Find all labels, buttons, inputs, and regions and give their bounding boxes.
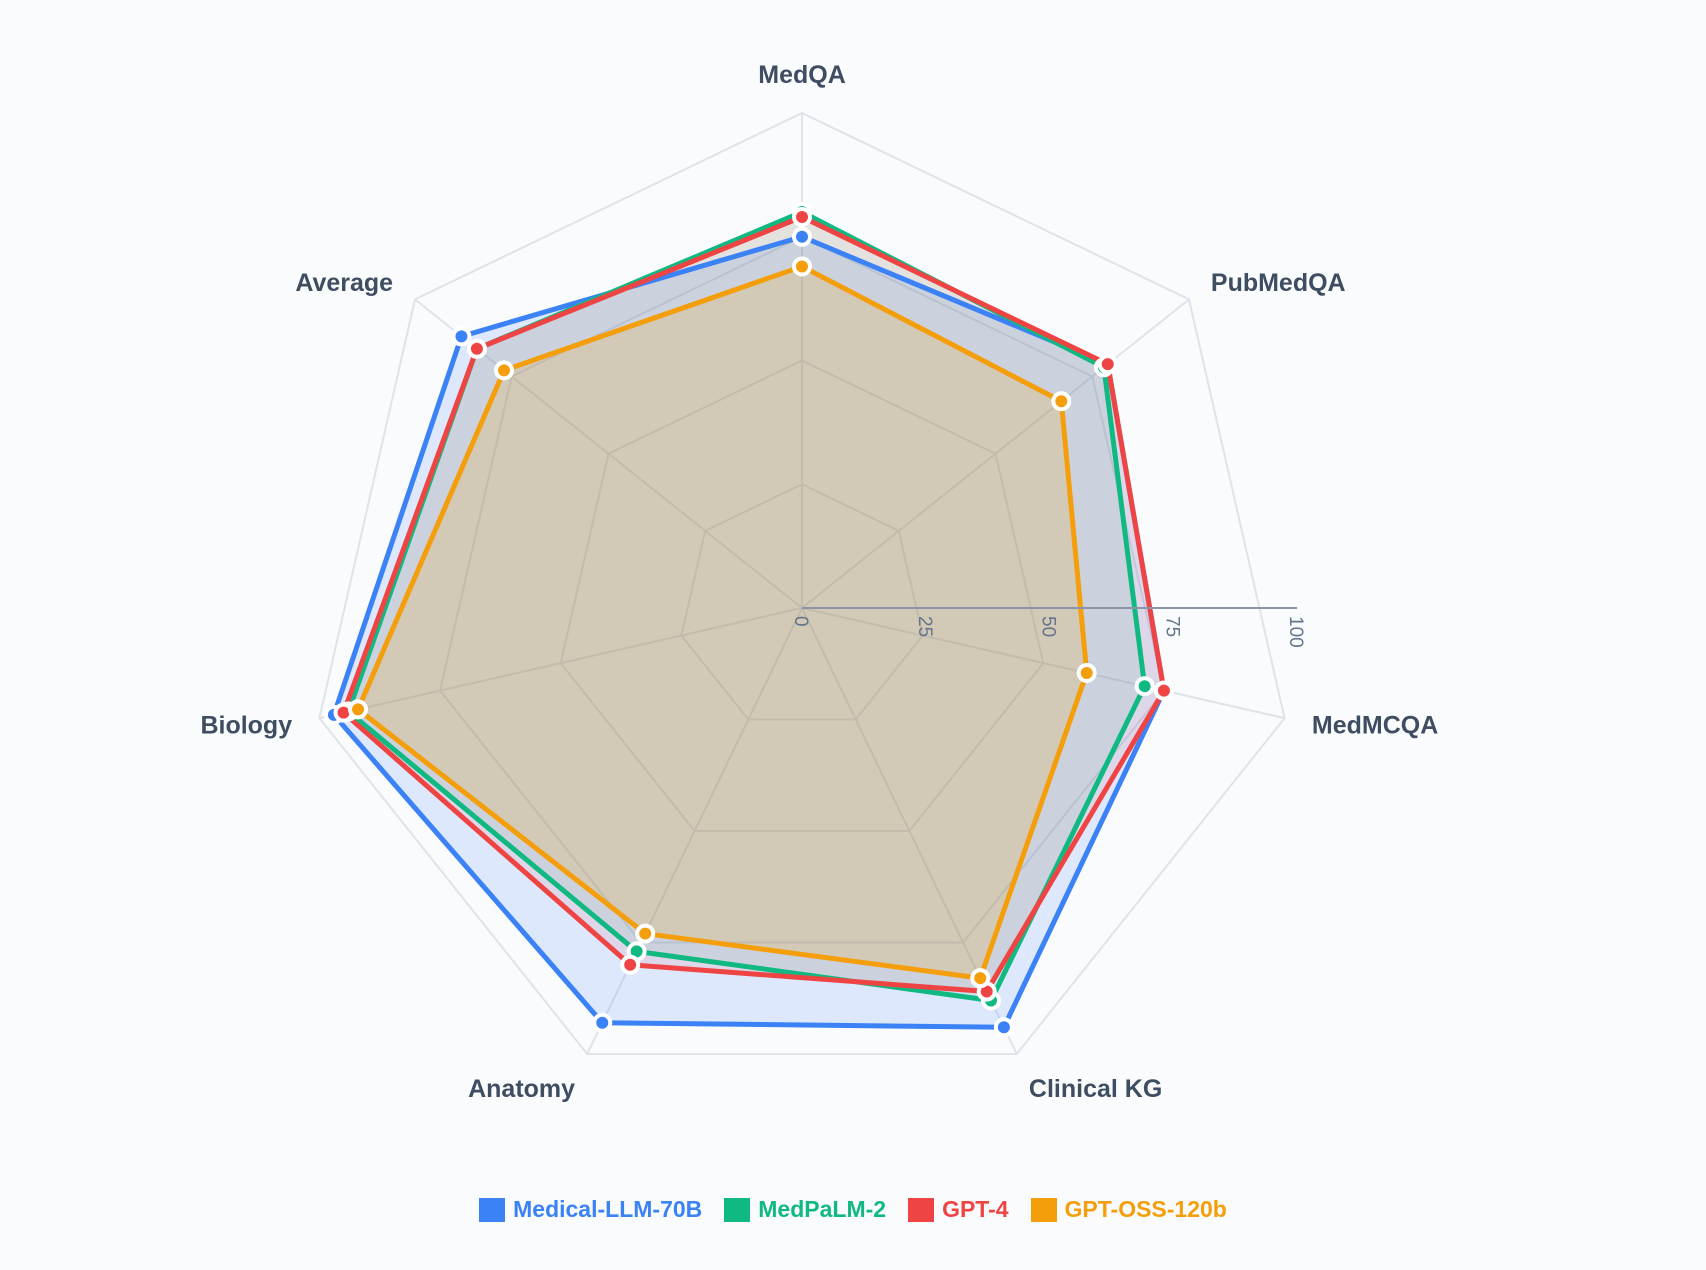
grid-spoke: [801, 607, 1285, 720]
grid-ring: [438, 235, 1166, 944]
data-point[interactable]: [635, 923, 656, 944]
tick-label: 75: [1161, 616, 1182, 637]
axis-label-clinical-kg: Clinical KG: [1029, 1075, 1162, 1103]
axis-label-average: Average: [295, 269, 393, 297]
radar-series: [323, 202, 1174, 1038]
legend-swatch: [724, 1197, 751, 1222]
grid-ring: [318, 111, 1286, 1055]
legend-item-gpt-4[interactable]: GPT-4: [908, 1196, 1009, 1223]
data-point[interactable]: [792, 256, 812, 277]
legend-label: GPT-4: [942, 1196, 1009, 1222]
axis-label-anatomy: Anatomy: [468, 1075, 575, 1103]
data-point[interactable]: [1134, 676, 1155, 697]
data-point[interactable]: [466, 338, 487, 359]
data-point[interactable]: [494, 360, 515, 381]
radar-grid: [318, 111, 1286, 1055]
axis-label-medqa: MedQA: [758, 61, 846, 89]
legend: Medical-LLM-70B MedPaLM-2 GPT-4 GPT-OSS-…: [0, 1196, 1706, 1223]
data-point[interactable]: [451, 326, 472, 347]
legend-swatch: [1030, 1197, 1057, 1222]
axis-label-medmcqa: MedMCQA: [1312, 711, 1438, 739]
axis-label-biology: Biology: [200, 711, 292, 739]
tick-label: 0: [790, 616, 811, 627]
series-fill: [358, 266, 1087, 979]
legend-item-gpt-oss-120b[interactable]: GPT-OSS-120b: [1030, 1196, 1227, 1223]
tick-label: 25: [914, 616, 935, 637]
data-point[interactable]: [970, 968, 991, 989]
tick-label: 50: [1038, 616, 1059, 637]
series-line: [355, 263, 1090, 981]
series-fill: [333, 236, 1164, 1028]
series-fill: [343, 216, 1164, 992]
grid-spoke: [586, 607, 803, 1055]
legend-item-medical-llm-70b[interactable]: Medical-LLM-70B: [479, 1196, 702, 1223]
series-line: [341, 214, 1167, 995]
grid-ring: [680, 483, 924, 721]
series-fill: [348, 212, 1145, 1001]
grid-spoke: [319, 607, 803, 720]
data-point[interactable]: [1097, 354, 1118, 375]
radial-axis: 0 25 50 75 100: [790, 607, 1306, 648]
data-point[interactable]: [792, 226, 812, 247]
legend-swatch: [908, 1197, 935, 1222]
data-point[interactable]: [348, 699, 369, 720]
grid-spoke: [801, 298, 1190, 609]
tick-label: 100: [1285, 616, 1306, 648]
legend-label: GPT-OSS-120b: [1064, 1196, 1227, 1222]
grid-ring: [559, 359, 1045, 832]
axis-labels: MedQA PubMedQA MedMCQA Clinical KG Anatomy Bi…: [200, 61, 1438, 1103]
data-point[interactable]: [993, 1017, 1014, 1038]
data-point[interactable]: [1076, 662, 1097, 683]
legend-label: MedPaLM-2: [758, 1196, 887, 1222]
axis-label-pubmedqa: PubMedQA: [1211, 269, 1346, 297]
data-point[interactable]: [1153, 680, 1174, 701]
data-point[interactable]: [1051, 391, 1072, 412]
data-point[interactable]: [792, 206, 812, 227]
data-point[interactable]: [620, 954, 641, 975]
legend-item-medpalm-2[interactable]: MedPaLM-2: [724, 1196, 886, 1223]
legend-swatch: [479, 1197, 506, 1222]
legend-label: Medical-LLM-70B: [513, 1196, 703, 1222]
data-point[interactable]: [592, 1012, 613, 1033]
